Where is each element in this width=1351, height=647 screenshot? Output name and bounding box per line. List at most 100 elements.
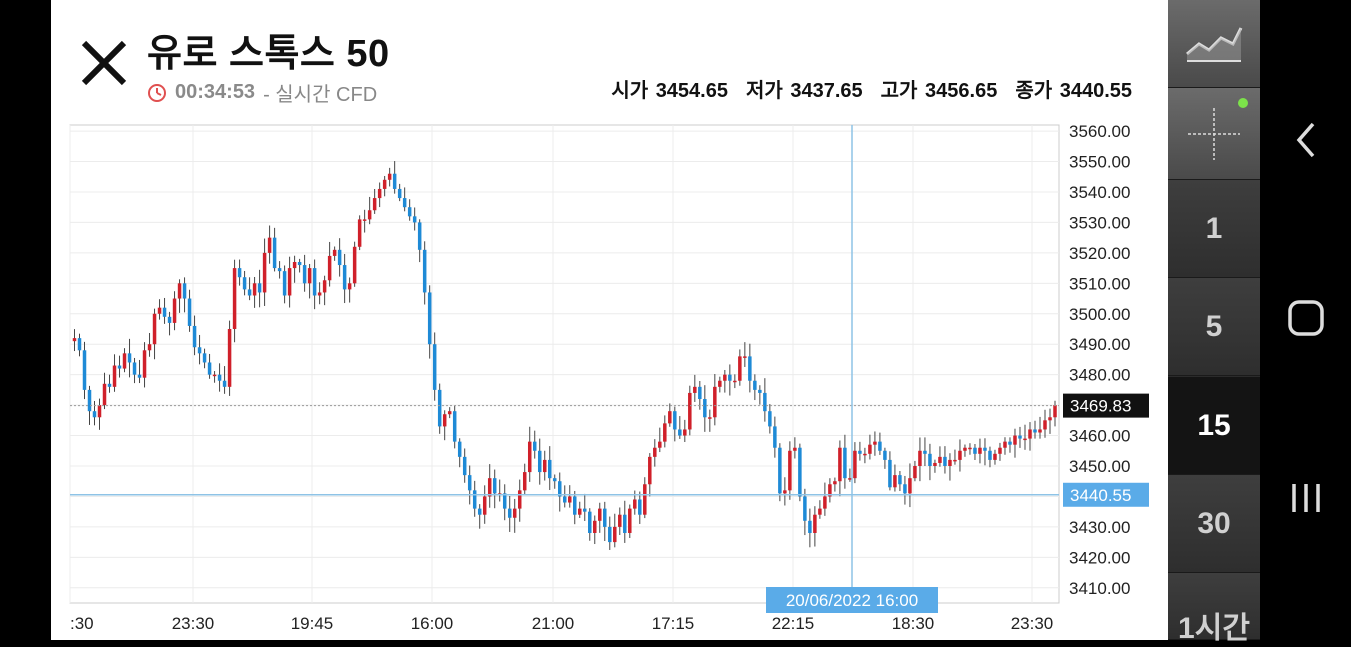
interval-button-4[interactable]: 30	[1168, 475, 1260, 573]
candle-body	[77, 338, 82, 351]
candle-body	[718, 380, 722, 387]
candle-body	[983, 447, 987, 451]
candle-body	[893, 475, 897, 488]
back-icon[interactable]	[1260, 120, 1351, 160]
crosshair-price-label: 3440.55	[1070, 486, 1131, 505]
candle-body	[873, 441, 877, 445]
candle-body	[392, 173, 397, 189]
crosshair-time-badge	[766, 587, 938, 613]
candlestick-chart[interactable]: 3560.00 3550.00 3540.00 3530.00 3520.00 3510.…	[51, 0, 1168, 640]
candle-body	[658, 441, 662, 448]
candle-body	[302, 265, 307, 284]
candle-body	[267, 237, 272, 253]
candle-body	[427, 292, 432, 345]
interval-button-3[interactable]: 15	[1168, 377, 1260, 475]
candle-body	[97, 405, 102, 418]
candle-body	[778, 447, 782, 494]
candle-body	[147, 344, 152, 351]
candle-body	[808, 520, 812, 533]
candle-body	[142, 350, 147, 378]
instrument-title: 유로 스톡스 50	[147, 33, 390, 75]
candle-body	[172, 298, 177, 323]
y-tick-label: 3520.00	[1069, 244, 1130, 263]
plot-area	[69, 124, 1060, 604]
candle-body	[993, 453, 997, 460]
candle-body	[87, 389, 92, 412]
candle-body	[387, 173, 392, 180]
ohlc-summary: 시가 3454.65 저가 3437.65 고가 3456.65 종가 3440…	[611, 74, 1132, 103]
candle-body	[713, 386, 717, 418]
system-navbar	[1260, 0, 1351, 640]
candle-body	[838, 447, 842, 482]
chart-type-button[interactable]	[1168, 0, 1260, 88]
candle-body	[1048, 417, 1052, 421]
candle-body	[1043, 420, 1047, 430]
line-chart-icon	[1186, 26, 1243, 62]
candle-body	[748, 356, 752, 381]
candle-body	[237, 268, 242, 278]
candle-body	[593, 520, 597, 533]
candle-body	[422, 249, 427, 293]
current-price-label: 3469.83	[1070, 397, 1131, 416]
candle-body	[132, 362, 137, 375]
candle-body	[728, 374, 732, 381]
candle-body	[853, 450, 857, 479]
candle-body	[282, 271, 287, 296]
candle-body	[743, 356, 747, 358]
candle-body	[107, 383, 112, 387]
candle-body	[217, 374, 222, 381]
y-tick-label: 3420.00	[1069, 548, 1130, 567]
crosshair-tool-button[interactable]	[1168, 88, 1260, 180]
candle-body	[623, 514, 627, 533]
candle-body	[167, 316, 172, 323]
candle-body	[432, 344, 437, 390]
candle-body	[898, 475, 902, 485]
x-tick-label: 17:15	[652, 614, 695, 633]
candle-body	[417, 222, 422, 250]
candle-body	[988, 450, 992, 460]
candle-body	[157, 307, 162, 314]
candle-body	[552, 478, 557, 482]
candle-body	[452, 411, 457, 442]
ohlc-open: 시가 3454.65	[611, 80, 728, 102]
candle-body	[262, 252, 267, 293]
candle-body	[372, 198, 377, 211]
interval-button-1[interactable]: 1	[1168, 180, 1260, 278]
candle-body	[457, 441, 462, 457]
y-tick-label: 3510.00	[1069, 274, 1130, 293]
candle-body	[773, 426, 777, 448]
interval-button-5[interactable]: 1시간	[1168, 573, 1260, 645]
recent-apps-icon[interactable]	[1260, 478, 1351, 518]
close-icon[interactable]	[79, 38, 129, 88]
candle-body	[618, 514, 622, 527]
candle-body	[958, 450, 962, 460]
candle-body	[703, 399, 707, 418]
candle-body	[723, 374, 727, 381]
candle-body	[447, 411, 452, 415]
interval-label: 30	[1197, 506, 1231, 540]
candle-body	[783, 490, 787, 494]
candle-body	[818, 508, 822, 515]
candle-body	[367, 210, 372, 220]
candle-body	[768, 411, 772, 427]
candle-body	[948, 459, 952, 466]
candle-body	[588, 511, 592, 533]
candle-body	[923, 450, 927, 454]
interval-button-2[interactable]: 5	[1168, 278, 1260, 376]
candle-body	[668, 411, 672, 424]
chart-panel: 유로 스톡스 50 00:34:53 - 실시간 CFD 시가 3454.65 …	[51, 0, 1168, 640]
candle-body	[918, 450, 922, 466]
x-tick-label: 21:00	[532, 614, 575, 633]
candle-body	[117, 365, 122, 369]
candle-body	[1008, 441, 1012, 445]
candle-body	[112, 365, 117, 387]
home-icon[interactable]	[1260, 298, 1351, 338]
candle-body	[578, 508, 582, 515]
candle-body	[122, 353, 127, 369]
candle-body	[573, 496, 577, 515]
candle-body	[502, 493, 507, 509]
candle-body	[733, 380, 737, 383]
candle-body	[207, 362, 212, 375]
candle-body	[252, 283, 257, 296]
candle-body	[913, 465, 917, 479]
